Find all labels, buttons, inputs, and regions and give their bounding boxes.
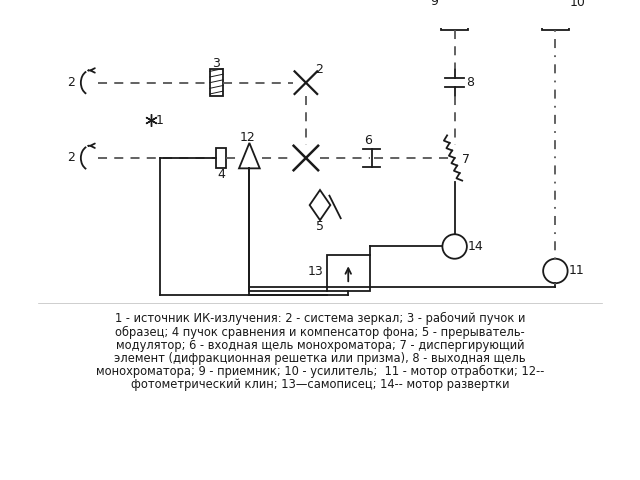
Text: 8: 8 [466, 76, 474, 89]
Text: элемент (дифракционная решетка или призма), 8 - выходная щель: элемент (дифракционная решетка или призм… [114, 352, 526, 365]
Text: 13: 13 [308, 265, 324, 278]
Bar [210, 70, 223, 96]
Text: образец; 4 пучок сравнения и компенсатор фона; 5 - прерыватель-: образец; 4 пучок сравнения и компенсатор… [115, 325, 525, 339]
Text: 5: 5 [316, 220, 324, 233]
Text: 14: 14 [468, 240, 484, 253]
Bar [326, 255, 370, 291]
Text: 4: 4 [217, 168, 225, 181]
Text: 9: 9 [430, 0, 438, 8]
Text: 3: 3 [212, 57, 220, 71]
Text: модулятор; 6 - входная щель монохроматора; 7 - диспергирующий: модулятор; 6 - входная щель монохроматор… [116, 339, 524, 352]
Text: 12: 12 [239, 131, 255, 144]
Bar [542, 3, 568, 30]
Text: 2: 2 [67, 152, 75, 165]
Text: фотометрический клин; 13—самописец; 14-- мотор развертки: фотометрический клин; 13—самописец; 14--… [131, 378, 509, 391]
Text: 2: 2 [316, 63, 323, 76]
Text: 1 - источник ИК-излучения: 2 - система зеркал; 3 - рабочий пучок и: 1 - источник ИК-излучения: 2 - система з… [115, 312, 525, 325]
Text: 11: 11 [568, 264, 584, 277]
Text: 7: 7 [462, 154, 470, 167]
Text: 6: 6 [364, 133, 372, 146]
Text: 10: 10 [570, 0, 586, 9]
Text: монохроматора; 9 - приемник; 10 - усилитель;  11 - мотор отработки; 12--: монохроматора; 9 - приемник; 10 - усилит… [96, 365, 544, 378]
Bar [216, 148, 227, 168]
Text: 1: 1 [156, 114, 164, 127]
Bar [442, 3, 468, 30]
Text: 2: 2 [67, 76, 75, 89]
